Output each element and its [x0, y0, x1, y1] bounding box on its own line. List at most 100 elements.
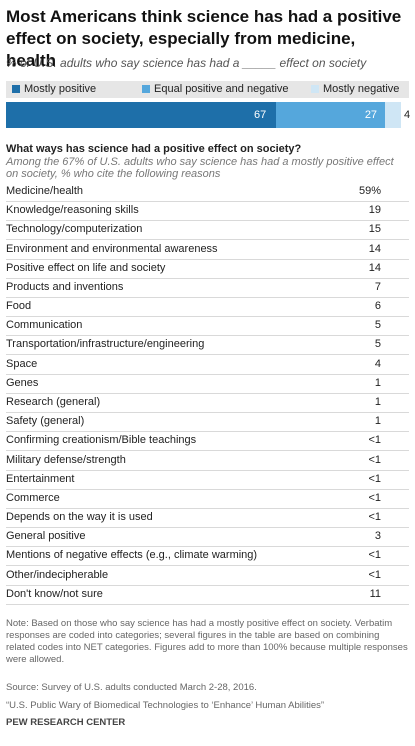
row-divider	[6, 546, 409, 548]
row-label: Technology/computerization	[6, 223, 143, 236]
row-divider	[6, 469, 409, 471]
table-row: Depends on the way it is used <1	[6, 509, 381, 528]
row-value: <1	[368, 511, 381, 524]
row-value: 4	[374, 357, 381, 370]
row-value: <1	[368, 549, 381, 562]
table-row: Medicine/health 59%	[6, 183, 381, 202]
bar-label-mostly-negative: 4	[403, 109, 411, 121]
table-row: Space 4	[6, 356, 381, 375]
row-divider	[6, 201, 409, 202]
row-divider	[6, 450, 409, 452]
table-row: Military defense/strength <1	[6, 452, 381, 471]
row-label: General positive	[6, 530, 86, 543]
org-name: PEW RESEARCH CENTER	[6, 717, 126, 728]
row-value: 1	[374, 415, 381, 428]
row-divider	[6, 354, 409, 356]
row-divider	[6, 603, 409, 605]
report-title: “U.S. Public Wary of Biomedical Technolo…	[6, 700, 325, 711]
row-value: 1	[374, 395, 381, 408]
legend-swatch-mostly-positive	[12, 85, 20, 93]
row-divider	[6, 316, 409, 318]
row-label: Knowledge/reasoning skills	[6, 204, 139, 217]
table-row: Environment and environmental awareness 1…	[6, 241, 381, 260]
row-value: 15	[368, 223, 381, 236]
footnote: Note: Based on those who say science has…	[6, 618, 408, 665]
row-value: <1	[368, 472, 381, 485]
row-label: Transportation/infrastructure/engineerin…	[6, 338, 205, 351]
row-divider	[6, 507, 409, 509]
bar-label-mostly-positive: 67	[254, 109, 267, 121]
row-value: 6	[374, 300, 381, 313]
row-divider	[6, 527, 409, 529]
table-row: Safety (general) 1	[6, 413, 381, 432]
legend-item-equal: Equal positive and negative	[142, 83, 289, 95]
row-label: Depends on the way it is used	[6, 511, 153, 524]
table-row: Mentions of negative effects (e.g., clim…	[6, 547, 381, 566]
bar-segment-equal	[276, 102, 385, 128]
table-row: Positive effect on life and society 14	[6, 260, 381, 279]
row-label: Food	[6, 300, 32, 313]
bar-label-equal: 27	[364, 109, 378, 121]
table-row: Don't know/not sure 11	[6, 586, 381, 605]
section-title: What ways has science had a positive eff…	[6, 143, 302, 155]
bar-segment-mostly-negative	[384, 102, 401, 128]
section-subtitle: Among the 67% of U.S. adults who say sci…	[6, 156, 394, 180]
row-label: Communication	[6, 319, 83, 332]
table-row: Products and inventions 7	[6, 279, 381, 298]
row-value: 14	[368, 242, 381, 255]
row-divider	[6, 239, 409, 241]
row-value: <1	[368, 434, 381, 447]
legend-swatch-mostly-negative	[311, 85, 319, 93]
row-label: Space	[6, 357, 38, 370]
legend-label-mostly-negative: Mostly negative	[323, 83, 400, 95]
chart-subtitle: % of U.S. adults who say science has had…	[6, 56, 367, 70]
row-value: 5	[374, 338, 381, 351]
table-row: General positive 3	[6, 528, 381, 547]
table-row: Commerce <1	[6, 490, 381, 509]
table-row: Genes 1	[6, 375, 381, 394]
row-label: Products and inventions	[6, 280, 124, 293]
row-divider	[6, 220, 409, 222]
row-divider	[6, 373, 409, 375]
row-label: Medicine/health	[6, 185, 84, 197]
row-label: Safety (general)	[6, 415, 85, 428]
row-value: 11	[369, 587, 381, 600]
row-divider	[6, 277, 409, 279]
row-value: <1	[368, 491, 381, 504]
row-divider	[6, 335, 409, 337]
chart-title: Most Americans think science has had a p…	[6, 7, 402, 70]
row-divider	[6, 392, 409, 394]
table-row: Technology/computerization 15	[6, 221, 381, 240]
row-value: 1	[374, 376, 381, 389]
row-value: <1	[368, 453, 381, 466]
row-label: Other/indecipherable	[6, 568, 109, 581]
row-divider	[6, 584, 409, 586]
table-row: Other/indecipherable <1	[6, 567, 381, 586]
legend-label-equal: Equal positive and negative	[154, 83, 289, 95]
legend-item-mostly-negative: Mostly negative	[311, 83, 399, 95]
source-note: Source: Survey of U.S. adults conducted …	[6, 682, 257, 693]
row-label: Mentions of negative effects (e.g., clim…	[6, 549, 258, 562]
row-value: 7	[374, 280, 381, 293]
row-label: Positive effect on life and society	[6, 261, 166, 274]
row-divider	[6, 488, 409, 490]
table-row: Knowledge/reasoning skills 19	[6, 202, 381, 221]
row-label: Military defense/strength	[6, 453, 126, 466]
table-row: Communication 5	[6, 317, 381, 336]
row-divider	[6, 565, 409, 567]
row-value: <1	[368, 568, 381, 581]
table-row: Confirming creationism/Bible teachings <1	[6, 432, 381, 451]
bar-segment-mostly-positive	[6, 102, 276, 128]
row-value: 5	[374, 319, 381, 332]
legend-label-mostly-positive: Mostly positive	[24, 83, 97, 95]
legend-swatch-equal	[142, 85, 150, 93]
row-value: 19	[368, 204, 381, 217]
row-label: Confirming creationism/Bible teachings	[6, 434, 197, 447]
table-row: Research (general) 1	[6, 394, 381, 413]
row-label: Entertainment	[6, 472, 75, 485]
row-divider	[6, 258, 409, 260]
row-label: Environment and environmental awareness	[6, 242, 218, 255]
row-label: Research (general)	[6, 395, 101, 408]
row-divider	[6, 296, 409, 298]
row-value: 14	[368, 261, 381, 274]
